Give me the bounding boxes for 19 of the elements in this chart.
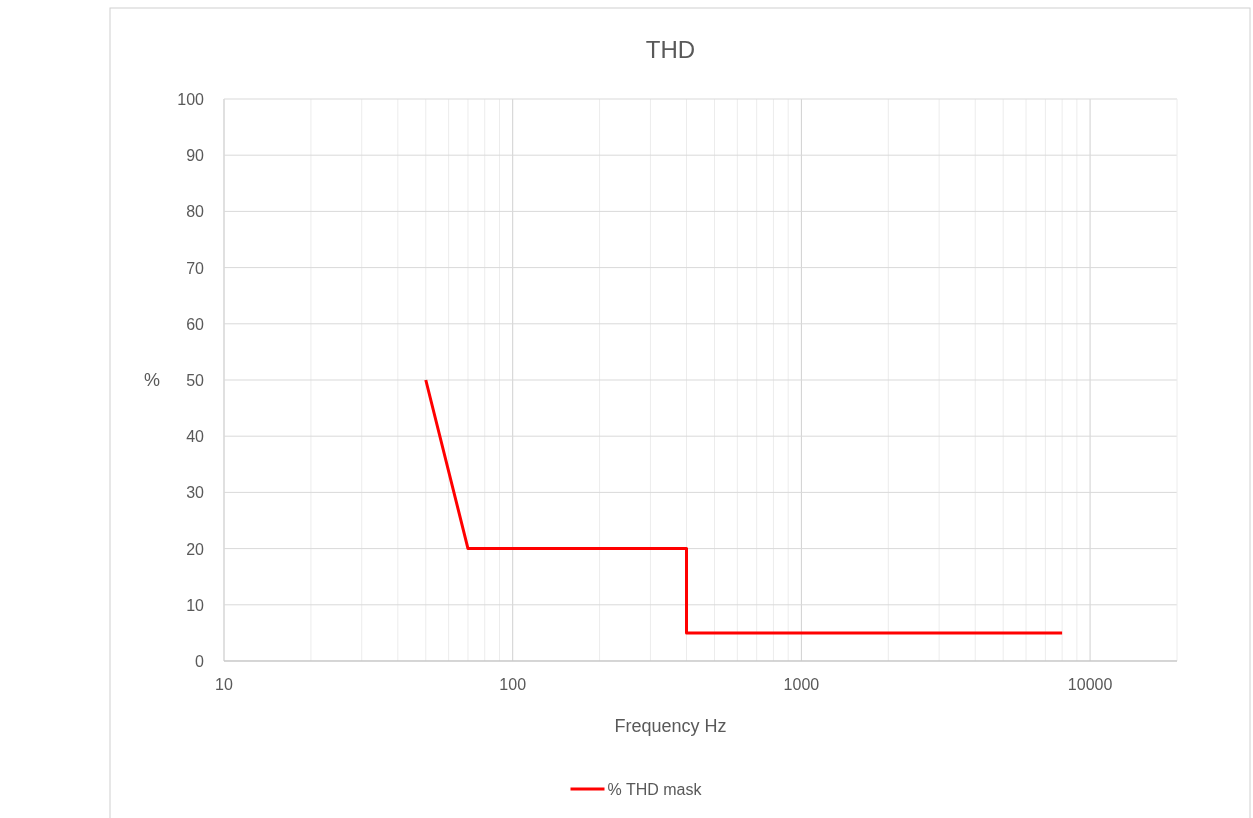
y-tick-label: 70 <box>186 259 205 277</box>
y-tick-label: 40 <box>186 428 205 446</box>
y-tick-label: 20 <box>186 540 205 558</box>
x-axis-title: Frequency Hz <box>614 716 727 736</box>
y-tick-label: 50 <box>186 372 205 389</box>
y-tick-label: 100 <box>177 91 205 108</box>
x-tick-label: 10 <box>215 676 233 693</box>
y-tick-label: 10 <box>186 596 205 614</box>
x-tick-label: 10000 <box>1067 676 1113 693</box>
chart-title: THD <box>645 36 696 63</box>
y-axis-title: % <box>143 370 161 390</box>
legend-label: % THD mask <box>607 781 703 798</box>
y-tick-label: 30 <box>186 484 205 502</box>
y-tick-label: 80 <box>186 203 205 221</box>
x-tick-label: 1000 <box>783 676 820 693</box>
y-tick-label: 90 <box>186 147 205 165</box>
x-tick-label: 100 <box>499 676 527 693</box>
y-tick-label: 60 <box>186 315 205 333</box>
y-tick-label: 0 <box>195 653 205 670</box>
